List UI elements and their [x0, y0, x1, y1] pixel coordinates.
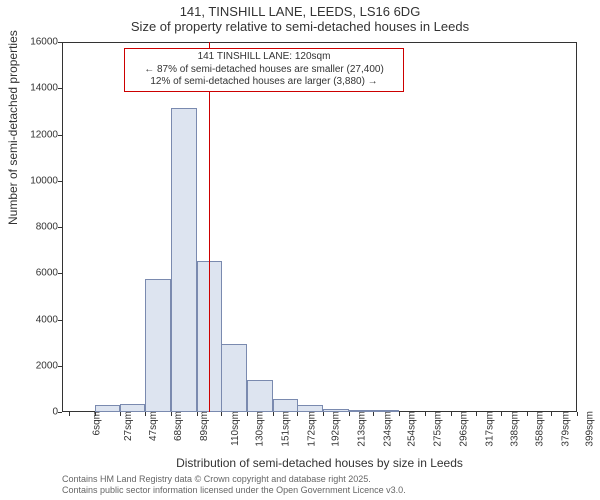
- x-tick-label: 379sqm: [560, 411, 571, 447]
- x-tick-mark: [476, 412, 477, 416]
- y-tick-label: 10000: [24, 175, 58, 186]
- annotation-box: 141 TINSHILL LANE: 120sqm ← 87% of semi-…: [124, 48, 404, 92]
- x-tick-mark: [373, 412, 374, 416]
- footer-text: Contains HM Land Registry data © Crown c…: [62, 474, 406, 496]
- histogram-bar: [373, 410, 398, 412]
- x-tick-label: 213sqm: [357, 411, 368, 447]
- x-axis-label: Distribution of semi-detached houses by …: [62, 456, 577, 470]
- histogram-bar: [349, 410, 374, 412]
- histogram-bar: [273, 399, 298, 412]
- x-tick-label: 399sqm: [585, 411, 596, 447]
- x-tick-label: 296sqm: [459, 411, 470, 447]
- footer-line2: Contains public sector information licen…: [62, 485, 406, 496]
- annotation-line1: 141 TINSHILL LANE: 120sqm: [131, 51, 397, 64]
- x-tick-label: 192sqm: [331, 411, 342, 447]
- x-tick-mark: [577, 412, 578, 416]
- x-tick-label: 27sqm: [123, 411, 134, 441]
- x-tick-mark: [451, 412, 452, 416]
- histogram-bar: [221, 344, 246, 412]
- x-tick-label: 234sqm: [383, 411, 394, 447]
- y-tick-mark: [58, 412, 62, 413]
- x-tick-label: 254sqm: [407, 411, 418, 447]
- x-tick-mark: [171, 412, 172, 416]
- histogram-bar: [323, 409, 348, 412]
- x-tick-label: 172sqm: [306, 411, 317, 447]
- y-tick-label: 2000: [24, 360, 58, 371]
- histogram-bar: [95, 405, 120, 412]
- x-tick-label: 317sqm: [484, 411, 495, 447]
- x-tick-label: 130sqm: [255, 411, 266, 447]
- x-tick-mark: [247, 412, 248, 416]
- x-tick-mark: [323, 412, 324, 416]
- y-tick-label: 6000: [24, 268, 58, 279]
- x-tick-label: 358sqm: [535, 411, 546, 447]
- annotation-line3: 12% of semi-detached houses are larger (…: [131, 76, 397, 89]
- x-tick-mark: [273, 412, 274, 416]
- histogram-bar: [120, 404, 145, 412]
- y-axis-label: Number of semi-detached properties: [6, 30, 20, 225]
- x-tick-mark: [349, 412, 350, 416]
- plot-area: 0200040006000800010000120001400016000 6s…: [62, 42, 577, 412]
- x-tick-label: 89sqm: [199, 411, 210, 441]
- x-tick-mark: [399, 412, 400, 416]
- x-tick-label: 275sqm: [433, 411, 444, 447]
- x-tick-label: 47sqm: [148, 411, 159, 441]
- y-tick-label: 12000: [24, 129, 58, 140]
- x-tick-mark: [501, 412, 502, 416]
- x-tick-label: 6sqm: [92, 411, 103, 435]
- y-tick-label: 4000: [24, 314, 58, 325]
- x-tick-label: 338sqm: [510, 411, 521, 447]
- histogram-bar: [297, 405, 322, 412]
- x-tick-mark: [197, 412, 198, 416]
- x-tick-mark: [297, 412, 298, 416]
- x-tick-label: 68sqm: [173, 411, 184, 441]
- y-tick-label: 16000: [24, 37, 58, 48]
- footer-line1: Contains HM Land Registry data © Crown c…: [62, 474, 406, 485]
- x-tick-mark: [551, 412, 552, 416]
- y-tick-label: 8000: [24, 222, 58, 233]
- histogram-bar: [145, 279, 170, 412]
- x-tick-mark: [95, 412, 96, 416]
- y-tick-label: 0: [24, 407, 58, 418]
- x-tick-mark: [425, 412, 426, 416]
- chart-title-line2: Size of property relative to semi-detach…: [0, 19, 600, 34]
- histogram-bar: [247, 380, 272, 412]
- x-tick-mark: [221, 412, 222, 416]
- x-tick-mark: [69, 412, 70, 416]
- x-tick-mark: [120, 412, 121, 416]
- x-tick-label: 110sqm: [230, 411, 241, 446]
- y-tick-label: 14000: [24, 83, 58, 94]
- marker-line: [209, 42, 210, 412]
- bars-group: [62, 42, 577, 412]
- x-tick-mark: [145, 412, 146, 416]
- chart-title-line1: 141, TINSHILL LANE, LEEDS, LS16 6DG: [0, 0, 600, 19]
- x-tick-mark: [527, 412, 528, 416]
- x-tick-label: 151sqm: [281, 411, 292, 447]
- chart-container: 141, TINSHILL LANE, LEEDS, LS16 6DG Size…: [0, 0, 600, 500]
- annotation-line2: ← 87% of semi-detached houses are smalle…: [131, 64, 397, 77]
- histogram-bar: [171, 108, 196, 412]
